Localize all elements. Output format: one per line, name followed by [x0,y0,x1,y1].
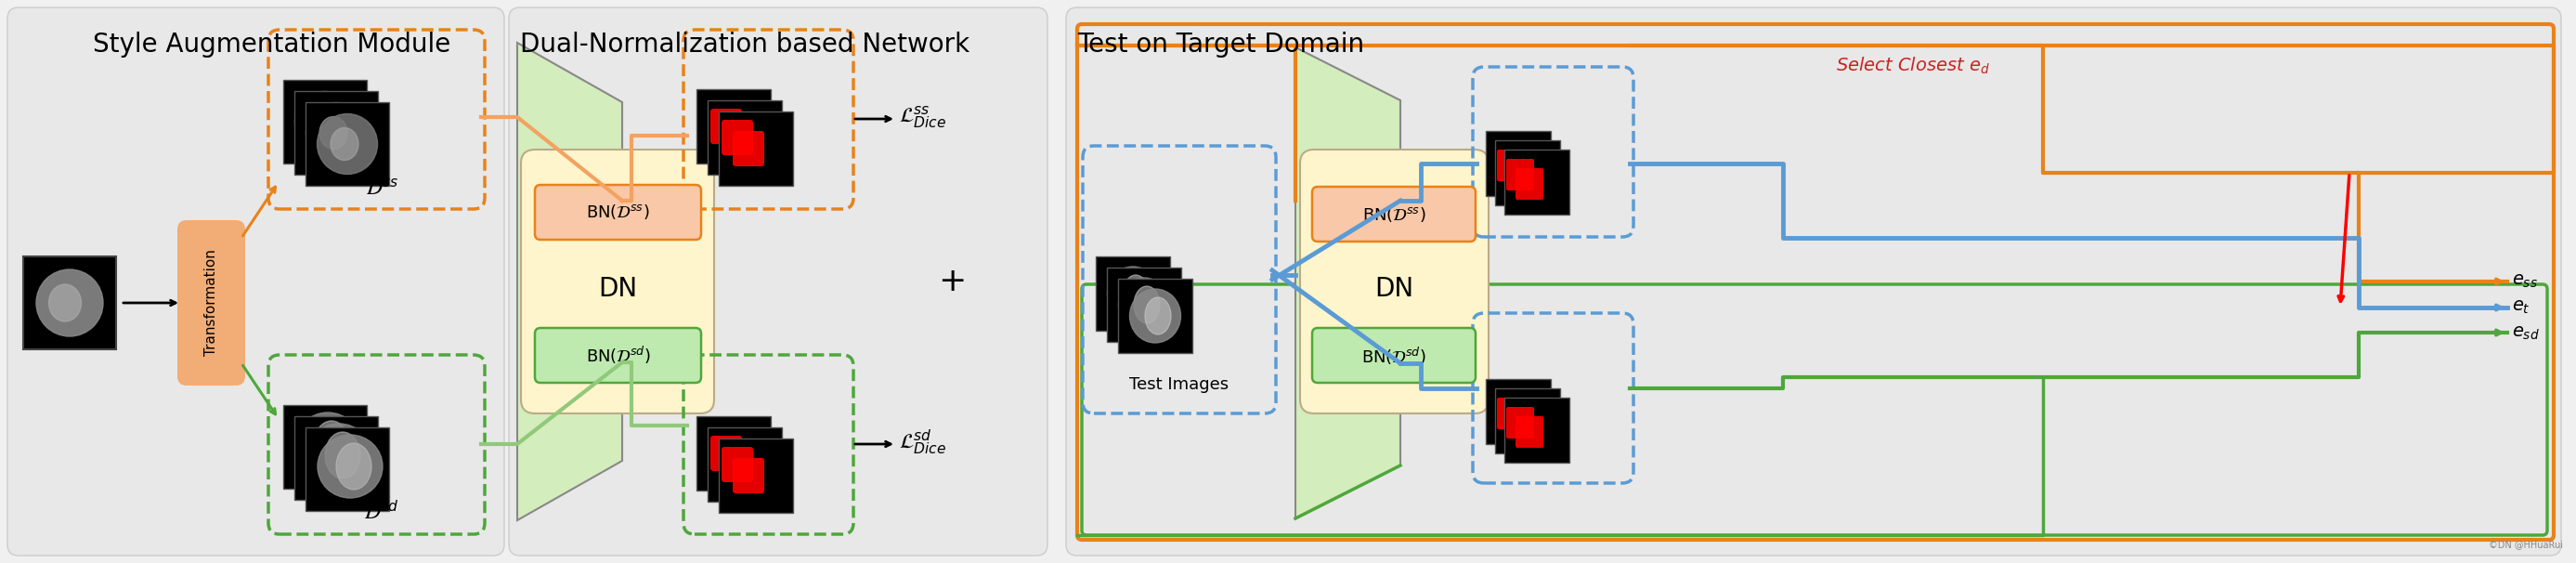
FancyBboxPatch shape [708,100,783,175]
FancyBboxPatch shape [696,89,770,163]
Text: DN: DN [598,276,636,302]
FancyBboxPatch shape [1095,256,1170,330]
Text: $e_{sd}$: $e_{sd}$ [2512,324,2540,341]
Text: Test on Target Domain: Test on Target Domain [1077,32,1365,57]
FancyBboxPatch shape [1118,279,1193,353]
Ellipse shape [296,413,361,476]
Text: Dual-Normalization based Network: Dual-Normalization based Network [520,32,969,57]
FancyBboxPatch shape [1494,140,1561,205]
FancyBboxPatch shape [23,256,116,349]
FancyBboxPatch shape [732,131,765,166]
FancyBboxPatch shape [1515,416,1543,448]
FancyBboxPatch shape [1515,168,1543,200]
Ellipse shape [1133,286,1159,323]
Text: $e_t$: $e_t$ [2512,299,2530,316]
Text: Style Augmentation Module: Style Augmentation Module [93,32,451,57]
Ellipse shape [307,423,371,487]
FancyBboxPatch shape [1311,328,1476,383]
Ellipse shape [294,92,355,152]
FancyBboxPatch shape [1486,131,1551,196]
Ellipse shape [319,117,348,149]
FancyBboxPatch shape [536,328,701,383]
FancyBboxPatch shape [1507,407,1535,439]
FancyBboxPatch shape [1486,379,1551,444]
Ellipse shape [314,421,350,467]
Text: BN($\mathcal{D}^{ss}$): BN($\mathcal{D}^{ss}$) [1363,205,1425,224]
Ellipse shape [307,102,366,163]
Text: Transformation: Transformation [204,249,219,356]
Ellipse shape [330,128,358,160]
Ellipse shape [325,432,361,479]
FancyBboxPatch shape [1066,7,2561,556]
FancyBboxPatch shape [1311,187,1476,242]
Ellipse shape [1131,289,1180,343]
FancyBboxPatch shape [721,447,752,482]
Text: $e_{ss}$: $e_{ss}$ [2512,272,2537,291]
FancyBboxPatch shape [520,150,714,413]
Text: $\mathcal{L}_{Dice}^{ss}$: $\mathcal{L}_{Dice}^{ss}$ [899,104,945,130]
Text: $\mathcal{D}^{sd}$: $\mathcal{D}^{sd}$ [363,499,399,523]
FancyBboxPatch shape [1108,267,1182,342]
FancyBboxPatch shape [1301,150,1489,413]
FancyBboxPatch shape [1497,150,1525,181]
FancyBboxPatch shape [711,109,742,144]
Ellipse shape [317,114,379,174]
FancyBboxPatch shape [307,102,389,186]
Text: BN($\mathcal{D}^{sd}$): BN($\mathcal{D}^{sd}$) [1360,345,1427,367]
Ellipse shape [317,435,384,498]
FancyBboxPatch shape [178,220,245,386]
FancyBboxPatch shape [719,439,793,513]
FancyBboxPatch shape [1494,388,1561,453]
FancyBboxPatch shape [536,185,701,240]
FancyBboxPatch shape [510,7,1048,556]
Ellipse shape [1108,267,1159,320]
FancyBboxPatch shape [283,80,366,163]
Text: $\mathcal{L}_{Dice}^{sd}$: $\mathcal{L}_{Dice}^{sd}$ [899,428,945,457]
FancyBboxPatch shape [711,436,742,471]
FancyBboxPatch shape [294,91,379,175]
FancyBboxPatch shape [1497,397,1525,429]
FancyBboxPatch shape [1504,397,1569,463]
FancyBboxPatch shape [283,405,366,489]
Polygon shape [1296,47,1401,519]
Ellipse shape [36,270,103,336]
Ellipse shape [309,105,335,138]
Ellipse shape [49,284,82,321]
Polygon shape [518,43,623,520]
Text: DN: DN [1376,276,1414,302]
Text: $\mathcal{D}^{ss}$: $\mathcal{D}^{ss}$ [366,177,397,198]
FancyBboxPatch shape [1504,150,1569,215]
Ellipse shape [1144,297,1172,334]
FancyBboxPatch shape [721,120,752,155]
Text: BN($\mathcal{D}^{sd}$): BN($\mathcal{D}^{sd}$) [585,345,652,366]
FancyBboxPatch shape [696,416,770,490]
Text: Select Closest $e_d$: Select Closest $e_d$ [1837,56,1991,77]
Ellipse shape [1123,275,1149,312]
FancyBboxPatch shape [708,427,783,502]
Text: ©DN @HHuaRui: ©DN @HHuaRui [2488,540,2563,549]
FancyBboxPatch shape [8,7,505,556]
Text: BN($\mathcal{D}^{ss}$): BN($\mathcal{D}^{ss}$) [587,203,649,222]
FancyBboxPatch shape [732,458,765,493]
FancyBboxPatch shape [307,427,389,511]
FancyBboxPatch shape [294,416,379,500]
Ellipse shape [1118,278,1170,332]
Ellipse shape [335,443,371,490]
FancyBboxPatch shape [719,111,793,186]
Text: +: + [938,266,966,297]
Text: Test Images: Test Images [1131,376,1229,393]
FancyBboxPatch shape [1507,159,1535,190]
